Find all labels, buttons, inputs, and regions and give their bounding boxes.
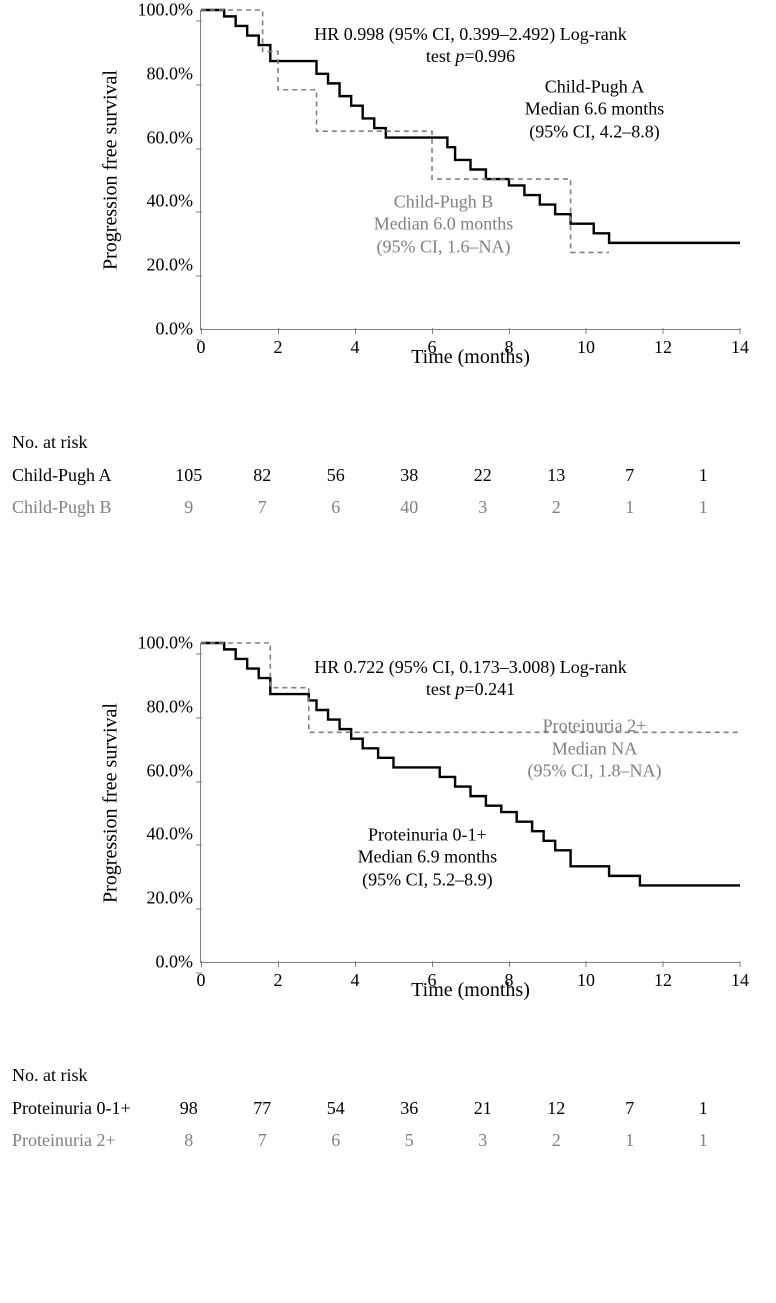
x-tick: 12 xyxy=(654,962,672,991)
risk-count: 56 xyxy=(299,465,373,486)
risk-count: 13 xyxy=(520,465,594,486)
hr-text: HR 0.722 (95% CI, 0.173–3.008) Log-rank … xyxy=(314,657,626,700)
x-tick: 4 xyxy=(351,329,360,358)
y-tick: 0.0% xyxy=(156,319,202,340)
risk-count: 22 xyxy=(446,465,520,486)
risk-count: 1 xyxy=(667,1130,741,1151)
risk-row: Proteinuria 2+87653211 xyxy=(12,1124,740,1156)
risk-row-label: Child-Pugh A xyxy=(12,465,152,486)
p-label: p xyxy=(455,679,464,699)
risk-count: 38 xyxy=(373,465,447,486)
x-tick: 0 xyxy=(197,962,206,991)
risk-count: 12 xyxy=(520,1098,594,1119)
risk-count: 77 xyxy=(226,1098,300,1119)
chart-wrap: 0.0%20.0%40.0%60.0%80.0%100.0%0246810121… xyxy=(130,0,740,380)
hr-text: HR 0.998 (95% CI, 0.399–2.492) Log-rank … xyxy=(314,24,626,67)
risk-count: 3 xyxy=(446,497,520,518)
y-tick: 80.0% xyxy=(147,696,202,717)
risk-count: 1 xyxy=(593,497,667,518)
risk-count: 9 xyxy=(152,497,226,518)
series-annotation-primary: Child-Pugh AMedian 6.6 months(95% CI, 4.… xyxy=(525,75,665,143)
plot-area: 0.0%20.0%40.0%60.0%80.0%100.0%0246810121… xyxy=(200,10,740,330)
x-axis-label: Time (months) xyxy=(411,346,530,369)
series-annotation-secondary: Proteinuria 2+Median NA(95% CI, 1.8–NA) xyxy=(527,715,661,783)
risk-count: 54 xyxy=(299,1098,373,1119)
risk-row-label: Proteinuria 2+ xyxy=(12,1130,152,1151)
risk-title: No. at risk xyxy=(12,1065,740,1086)
risk-count: 98 xyxy=(152,1098,226,1119)
risk-count: 82 xyxy=(226,465,300,486)
risk-count: 1 xyxy=(667,1098,741,1119)
plot-area: 0.0%20.0%40.0%60.0%80.0%100.0%0246810121… xyxy=(200,643,740,963)
y-tick: 60.0% xyxy=(147,127,202,148)
risk-count: 5 xyxy=(373,1130,447,1151)
risk-row-label: Proteinuria 0-1+ xyxy=(12,1098,152,1119)
y-tick: 60.0% xyxy=(147,760,202,781)
risk-row: Child-Pugh A105825638221371 xyxy=(12,459,740,491)
x-tick: 14 xyxy=(731,962,749,991)
risk-title: No. at risk xyxy=(12,432,740,453)
y-tick: 100.0% xyxy=(138,0,202,21)
y-tick: 100.0% xyxy=(138,633,202,654)
x-tick: 12 xyxy=(654,329,672,358)
hr-annotation: HR 0.998 (95% CI, 0.399–2.492) Log-rank … xyxy=(309,23,632,68)
risk-count: 7 xyxy=(593,465,667,486)
risk-count: 7 xyxy=(593,1098,667,1119)
risk-count: 40 xyxy=(373,497,447,518)
risk-row: Proteinuria 0-1+98775436211271 xyxy=(12,1092,740,1124)
hr-annotation: HR 0.722 (95% CI, 0.173–3.008) Log-rank … xyxy=(309,656,632,701)
x-tick: 14 xyxy=(731,329,749,358)
risk-count: 6 xyxy=(299,1130,373,1151)
risk-count: 7 xyxy=(226,497,300,518)
risk-table: No. at riskProteinuria 0-1+9877543621127… xyxy=(12,1065,740,1156)
series-annotation-secondary: Child-Pugh BMedian 6.0 months(95% CI, 1.… xyxy=(374,190,514,258)
risk-count: 2 xyxy=(520,1130,594,1151)
risk-count: 105 xyxy=(152,465,226,486)
risk-count: 21 xyxy=(446,1098,520,1119)
x-axis-label: Time (months) xyxy=(411,979,530,1002)
y-axis-label: Progression free survival xyxy=(100,703,123,903)
y-axis-label: Progression free survival xyxy=(100,70,123,270)
survival-panel-proteinuria: 0.0%20.0%40.0%60.0%80.0%100.0%0246810121… xyxy=(0,633,776,1156)
x-tick: 4 xyxy=(351,962,360,991)
x-tick: 2 xyxy=(274,329,283,358)
survival-panel-childpugh: 0.0%20.0%40.0%60.0%80.0%100.0%0246810121… xyxy=(0,0,776,523)
chart-wrap: 0.0%20.0%40.0%60.0%80.0%100.0%0246810121… xyxy=(130,633,740,1013)
y-tick: 40.0% xyxy=(147,191,202,212)
risk-count: 3 xyxy=(446,1130,520,1151)
risk-count: 8 xyxy=(152,1130,226,1151)
x-tick: 2 xyxy=(274,962,283,991)
risk-row: Child-Pugh B976403211 xyxy=(12,491,740,523)
series-annotation-primary: Proteinuria 0-1+Median 6.9 months(95% CI… xyxy=(358,823,498,891)
p-label: p xyxy=(455,46,464,66)
risk-count: 1 xyxy=(593,1130,667,1151)
y-tick: 0.0% xyxy=(156,952,202,973)
y-tick: 80.0% xyxy=(147,63,202,84)
risk-count: 36 xyxy=(373,1098,447,1119)
y-tick: 40.0% xyxy=(147,824,202,845)
y-tick: 20.0% xyxy=(147,888,202,909)
risk-row-label: Child-Pugh B xyxy=(12,497,152,518)
risk-count: 1 xyxy=(667,465,741,486)
x-tick: 10 xyxy=(577,329,595,358)
x-tick: 0 xyxy=(197,329,206,358)
risk-count: 1 xyxy=(667,497,741,518)
x-tick: 10 xyxy=(577,962,595,991)
risk-table: No. at riskChild-Pugh A105825638221371Ch… xyxy=(12,432,740,523)
risk-count: 6 xyxy=(299,497,373,518)
risk-count: 2 xyxy=(520,497,594,518)
risk-count: 7 xyxy=(226,1130,300,1151)
y-tick: 20.0% xyxy=(147,255,202,276)
